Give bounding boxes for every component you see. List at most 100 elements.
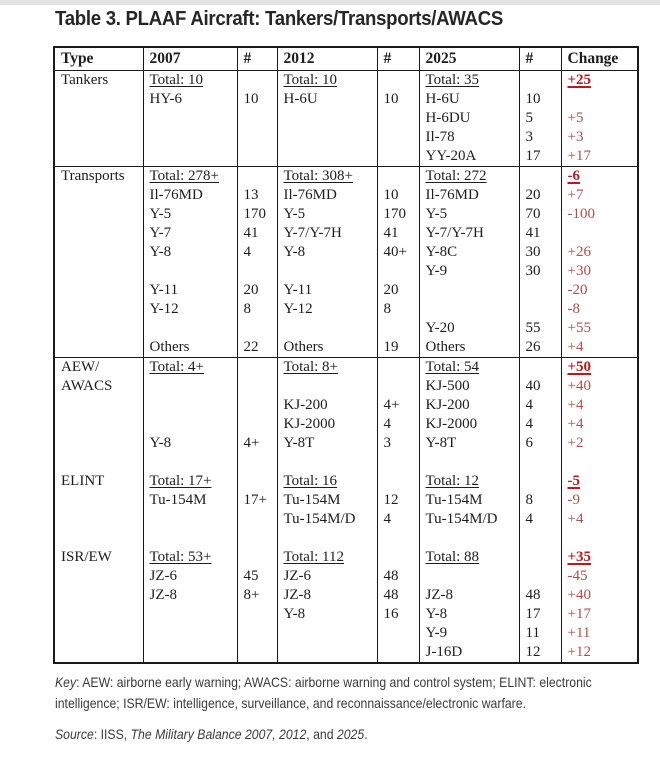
table-cell: Total: 16 [276, 472, 378, 491]
table-cell: 41 [376, 224, 420, 243]
table-cell [53, 529, 144, 548]
table-cell: H-6U [276, 90, 378, 109]
total-value: Total: 88 [425, 549, 480, 565]
table-cell [53, 338, 144, 358]
table-row-tankers: YY-20A 17 +17 [53, 147, 639, 167]
table-cell [142, 147, 238, 167]
table-cell: Total: 53+ [142, 548, 238, 567]
table-cell: 12 [518, 643, 562, 663]
table-cell: 48 [376, 586, 420, 605]
table-cell: Tu-154M [142, 491, 238, 510]
table-cell [53, 147, 144, 167]
table-cell: Y-11 [142, 281, 238, 300]
total-value: Total: 272 [425, 168, 487, 184]
table-cell: Total: 8+ [276, 357, 378, 377]
table-row-aew-awacs: AEW/Total: 4+ Total: 8+ Total: 54 +50 [53, 357, 639, 377]
table-row-tankers: HY-6 10 H-6U 10 H-6U 10 [53, 90, 639, 109]
table-cell: +4 [560, 396, 639, 415]
table-cell [236, 377, 278, 396]
source-note: Source: IISS, The Military Balance 2007,… [55, 724, 622, 745]
table-cell: +5 [560, 109, 639, 128]
table-cell [376, 147, 420, 167]
table-cell [236, 529, 278, 548]
change-value: +40 [567, 378, 591, 394]
table-cell: 48 [376, 567, 420, 586]
total-value: Total: 4+ [149, 359, 205, 375]
table-cell: 30 [518, 243, 562, 262]
table-cell [376, 453, 420, 472]
table-cell: 10 [376, 90, 420, 109]
change-value: +4 [567, 511, 584, 527]
table-cell [276, 147, 378, 167]
table-cell: -45 [560, 567, 639, 586]
table-cell [276, 319, 378, 338]
table-cell: Others [418, 338, 520, 358]
table-cell [53, 243, 144, 262]
table-cell [236, 357, 278, 377]
table-row-transports: Transports Total: 278+ Total: 308+ Total: 2… [53, 166, 639, 186]
table-cell: Total: 35 [418, 70, 520, 90]
table-cell: JZ-6 [142, 567, 238, 586]
table-cell: Y-9 [418, 624, 520, 643]
table-cell [376, 109, 420, 128]
table-cell [418, 453, 520, 472]
table-cell: JZ-8 [276, 586, 378, 605]
table-cell: Y-8T [418, 434, 520, 453]
table-cell [236, 510, 278, 529]
table-cell: Y-7/Y-7H [418, 224, 520, 243]
total-value: Total: 17+ [149, 473, 212, 489]
table-row-transports: Y-8 4 Y-8 40+ Y-8C 30 +26 [53, 243, 639, 262]
table-cell: 11 [518, 624, 562, 643]
table-row-transports: Y-5 170 Y-5 170 Y-5 70 -100 [53, 205, 639, 224]
column-header: # [518, 47, 562, 71]
table-cell: Y-8 [276, 605, 378, 624]
table-cell: 19 [376, 338, 420, 358]
column-header: 2025 [418, 47, 520, 71]
table-cell [518, 567, 562, 586]
table-cell: 30 [518, 262, 562, 281]
table-cell: 20 [518, 186, 562, 205]
table-row-isr-ew: ISR/EW Total: 53+ Total: 112 Total: 88 +35 [53, 548, 639, 567]
note-segment: Key [55, 674, 77, 690]
change-value: +11 [567, 625, 591, 641]
table-cell [53, 224, 144, 243]
table-cell: Y-5 [276, 205, 378, 224]
table-cell: 13 [236, 186, 278, 205]
table-cell [236, 415, 278, 434]
table-cell: Il-76MD [276, 186, 378, 205]
table-cell: Il-78 [418, 128, 520, 147]
table-cell: 8 [236, 300, 278, 319]
column-header: # [376, 47, 420, 71]
table-cell: Tankers [53, 70, 144, 90]
table-cell: Y-8 [142, 243, 238, 262]
table-cell: 22 [236, 338, 278, 358]
table-cell: HY-6 [142, 90, 238, 109]
table-cell: +35 [560, 548, 639, 567]
table-row-aew-awacs: AWACS KJ-500 40 +40 [53, 377, 639, 396]
table-cell: Total: 10 [276, 70, 378, 90]
table-cell: +12 [560, 643, 639, 663]
table-cell: 41 [518, 224, 562, 243]
table-cell: Total: 308+ [276, 166, 378, 186]
table-row-isr-ew: J-16D 12 +12 [53, 643, 639, 663]
table-row-transports: Il-76MD 13 Il-76MD 10 Il-76MD 20 +7 [53, 186, 639, 205]
table-cell: Y-20 [418, 319, 520, 338]
table-cell [53, 415, 144, 434]
table-cell [276, 624, 378, 643]
table-cell: Y-7/Y-7H [276, 224, 378, 243]
table-row-isr-ew: Y-9 11 +11 [53, 624, 639, 643]
table-cell [518, 166, 562, 186]
page-edge-strip [0, 0, 660, 5]
table-cell [236, 453, 278, 472]
table-cell [142, 128, 238, 147]
table-cell: Tu-154M/D [276, 510, 378, 529]
table-cell: +17 [560, 605, 639, 624]
table-cell: 4 [518, 396, 562, 415]
change-value: -5 [567, 473, 581, 489]
table-cell [53, 262, 144, 281]
table-cell: +3 [560, 128, 639, 147]
table-cell: Y-8C [418, 243, 520, 262]
table-cell: Y-12 [142, 300, 238, 319]
table-cell: YY-20A [418, 147, 520, 167]
table-cell [142, 319, 238, 338]
